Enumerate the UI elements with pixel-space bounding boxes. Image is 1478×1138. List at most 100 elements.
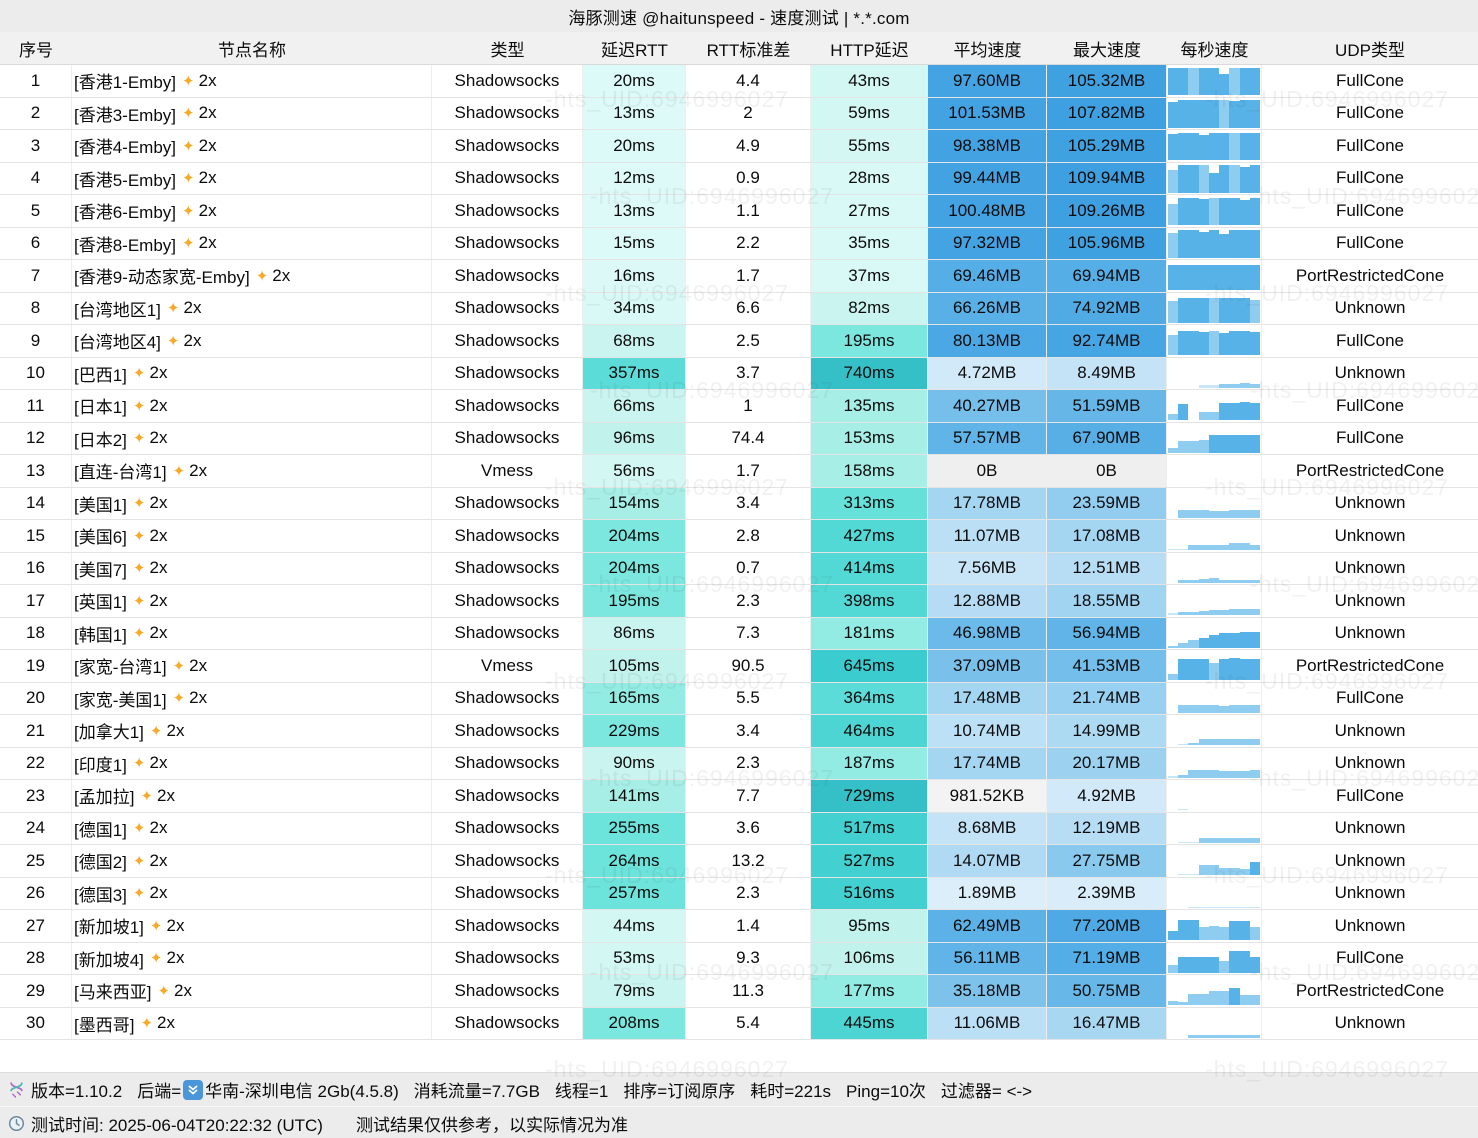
table-row: 12 [日本2] ✦ 2x Shadowsocks 96ms 74.4 153ms … <box>0 422 1478 455</box>
speed-bar <box>1249 510 1260 518</box>
node-multiplier: 2x <box>272 265 291 285</box>
cell-rtt-stddev: 2 <box>686 97 811 129</box>
cell-udp-type: FullCone <box>1335 70 1405 90</box>
speed-bar <box>1219 609 1230 615</box>
sparkle-icon: ✦ <box>182 170 195 188</box>
speed-bar <box>1229 132 1240 160</box>
cell-protocol-type: Shadowsocks <box>432 65 583 97</box>
cell-index: 2 <box>0 97 72 129</box>
cell-rtt-latency: 264ms <box>583 845 686 877</box>
results-table: 序号 节点名称 类型 延迟RTT RTT标准差 HTTP延迟 平均速度 最大速度… <box>0 32 1478 1040</box>
speed-bar <box>1198 439 1209 453</box>
cell-node-name: [英国1] ✦ 2x <box>72 585 432 617</box>
speed-bar <box>1229 657 1240 680</box>
cell-avg-speed: 62.49MB <box>928 910 1047 942</box>
cell-protocol-type: Shadowsocks <box>432 390 583 422</box>
cell-rtt-latency: 204ms <box>583 552 686 584</box>
cell-rtt-latency: 68ms <box>583 325 686 357</box>
per-second-speed-bars <box>1168 359 1260 388</box>
speed-bar <box>1198 770 1209 778</box>
node-multiplier: 2x <box>189 655 208 675</box>
cell-max-speed: 41.53MB <box>1047 650 1167 682</box>
speed-bar <box>1249 384 1260 388</box>
node-multiplier: 2x <box>166 720 185 740</box>
cell-rtt-latency: 34ms <box>583 292 686 324</box>
cell-speed-chart <box>1167 162 1262 194</box>
speed-bar <box>1219 867 1230 875</box>
speed-bar <box>1188 330 1199 355</box>
cell-http-latency: 364ms <box>811 682 928 714</box>
cell-node-name: [家宽-台湾1] ✦ 2x <box>72 650 432 682</box>
speed-bar <box>1229 580 1240 583</box>
speed-bar <box>1178 643 1189 648</box>
cell-avg-speed: 8.68MB <box>928 812 1047 844</box>
cell-http-latency: 27ms <box>811 195 928 227</box>
cell-index: 4 <box>0 162 72 194</box>
per-second-speed-bars <box>1168 749 1260 778</box>
cell-http-latency: 464ms <box>811 715 928 747</box>
cell-node-name: [香港4-Emby] ✦ 2x <box>72 130 432 162</box>
cell-protocol-type: Shadowsocks <box>432 617 583 649</box>
node-multiplier: 2x <box>198 168 217 188</box>
cell-protocol-type: Shadowsocks <box>432 227 583 259</box>
cell-http-latency: 427ms <box>811 520 928 552</box>
cell-rtt-latency: 229ms <box>583 715 686 747</box>
cell-avg-speed: 17.48MB <box>928 682 1047 714</box>
table-row: 26 [德国3] ✦ 2x Shadowsocks 257ms 2.3 516ms … <box>0 877 1478 910</box>
cell-speed-chart <box>1167 975 1262 1007</box>
cell-http-latency: 158ms <box>811 455 928 487</box>
table-row: 17 [英国1] ✦ 2x Shadowsocks 195ms 2.3 398ms … <box>0 585 1478 618</box>
cell-http-latency: 135ms <box>811 390 928 422</box>
cell-max-speed: 77.20MB <box>1047 910 1167 942</box>
cell-rtt-latency: 79ms <box>583 975 686 1007</box>
cell-avg-speed: 11.06MB <box>928 1007 1047 1039</box>
cell-udp-type: FullCone <box>1335 103 1405 123</box>
per-second-speed-bars <box>1168 294 1260 323</box>
cell-max-speed: 105.29MB <box>1047 130 1167 162</box>
speed-bar <box>1229 837 1240 843</box>
speed-bar <box>1178 441 1189 453</box>
cell-index: 25 <box>0 845 72 877</box>
cell-udp-type: PortRestrictedCone <box>1295 265 1445 285</box>
cell-udp-type: Unknown <box>1334 720 1406 740</box>
cell-index: 27 <box>0 910 72 942</box>
cell-rtt-latency: 204ms <box>583 520 686 552</box>
cell-rtt-stddev: 1.4 <box>686 910 811 942</box>
speed-bar <box>1239 264 1250 290</box>
speed-bar <box>1229 197 1240 225</box>
speed-bar <box>1208 991 1220 1005</box>
sparkle-icon: ✦ <box>132 560 146 578</box>
table-row: 10 [巴西1] ✦ 2x Shadowsocks 357ms 3.7 740ms … <box>0 357 1478 390</box>
per-second-speed-bars <box>1168 197 1260 225</box>
cell-speed-chart <box>1167 455 1262 487</box>
speed-bar <box>1198 199 1209 225</box>
cell-rtt-latency: 154ms <box>583 487 686 519</box>
cell-index: 21 <box>0 715 72 747</box>
speed-bar <box>1188 705 1199 713</box>
cell-max-speed: 8.49MB <box>1047 357 1167 389</box>
cell-speed-chart <box>1167 942 1262 974</box>
node-name-text: [香港1-Emby] <box>74 73 177 93</box>
node-name-text: [美国1] <box>74 495 127 515</box>
node-name-text: [日本2] <box>74 430 127 450</box>
cell-http-latency: 516ms <box>811 877 928 909</box>
cell-node-name: [巴西1] ✦ 2x <box>72 357 432 389</box>
cell-rtt-stddev: 3.7 <box>686 357 811 389</box>
cell-avg-speed: 69.46MB <box>928 260 1047 292</box>
table-row: 4 [香港5-Emby] ✦ 2x Shadowsocks 12ms 0.9 28m… <box>0 162 1478 195</box>
cell-avg-speed: 0B <box>928 455 1047 487</box>
col-header-max-speed: 最大速度 <box>1073 40 1141 60</box>
speed-bar <box>1178 132 1189 160</box>
speed-bar <box>1239 906 1250 908</box>
cell-rtt-latency: 56ms <box>583 455 686 487</box>
cell-index: 18 <box>0 617 72 649</box>
speed-bar <box>1188 841 1199 843</box>
speed-bar <box>1229 1034 1240 1038</box>
cell-index: 11 <box>0 390 72 422</box>
cell-protocol-type: Vmess <box>432 650 583 682</box>
cell-protocol-type: Shadowsocks <box>432 1007 583 1039</box>
speed-bar <box>1249 995 1260 1005</box>
node-multiplier: 2x <box>166 915 185 935</box>
speed-bar <box>1229 165 1240 193</box>
cell-index: 16 <box>0 552 72 584</box>
